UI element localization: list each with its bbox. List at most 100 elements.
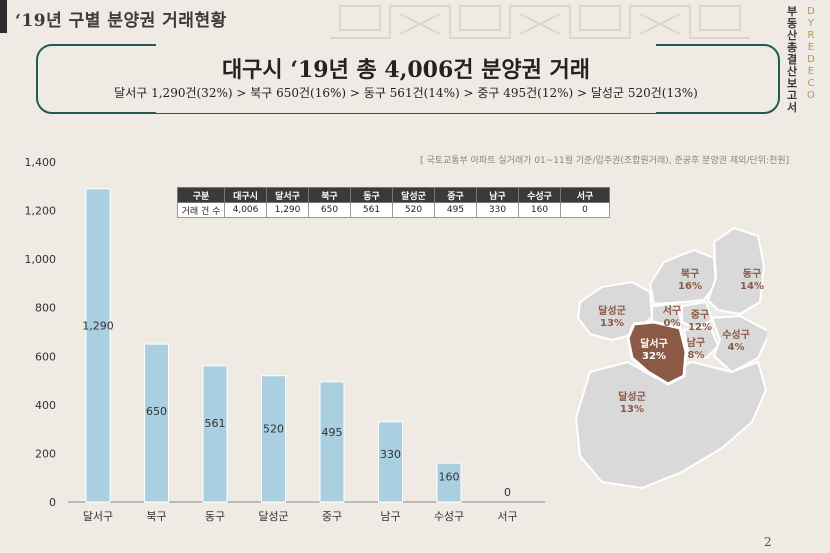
daegu-district-map: 북구16%동구14%달성군13%서구0%중구12%달서구32%남구8%수성구4%… xyxy=(575,227,767,489)
table-header-cell: 서구 xyxy=(560,187,610,203)
table-header-cell: 달서구 xyxy=(266,187,309,203)
source-note: [ 국토교통부 아파트 실거래가 01~11월 기준/입주권(조합원거래), 준… xyxy=(420,156,790,166)
map-region-name: 남구 xyxy=(687,336,705,349)
side-title-char: O xyxy=(807,90,815,101)
x-category-label: 달성군 xyxy=(258,510,288,523)
table-cell: 160 xyxy=(518,202,561,218)
side-title-char: 결 xyxy=(787,53,798,66)
map-region-name: 달성군 xyxy=(598,304,626,317)
bar-chart: 02004006008001,0001,2001,4001,290달서구650북… xyxy=(25,156,545,523)
x-category-label: 수성구 xyxy=(434,510,464,523)
map-region-dong xyxy=(707,227,765,315)
map-region-pct: 13% xyxy=(600,318,624,329)
y-tick-label: 400 xyxy=(35,399,56,412)
map-region-pct: 13% xyxy=(620,404,644,415)
table-header-cell: 북구 xyxy=(308,187,351,203)
y-tick-label: 1,200 xyxy=(25,205,57,218)
x-category-label: 달서구 xyxy=(83,510,113,523)
transaction-table: 구분 대구시 달서구 북구 동구 달성군 중구 남구 수성구 서구 거래 건 수 4,006 1,29… xyxy=(177,187,610,218)
banner-title: 대구시 ‘19년 총 4,006건 분양권 거래 xyxy=(221,57,591,83)
bar-value-label: 650 xyxy=(146,405,167,418)
bar xyxy=(261,375,286,503)
lattice-decoration xyxy=(330,5,750,39)
table-cell: 거래 건 수 xyxy=(177,202,225,218)
map-region-name: 동구 xyxy=(743,268,761,280)
map-region-pct: 12% xyxy=(688,322,712,333)
map-region-dalseo xyxy=(626,320,688,386)
side-title-char: 보 xyxy=(787,77,798,90)
bar-value-label: 495 xyxy=(322,426,343,439)
y-tick-label: 800 xyxy=(35,302,56,315)
table-cell: 495 xyxy=(434,202,477,218)
side-title-char: 산 xyxy=(787,65,798,78)
table-header-cell: 남구 xyxy=(476,187,519,203)
table-cell: 520 xyxy=(392,202,435,218)
banner-frame-gap-bottom xyxy=(156,105,656,113)
banner-frame-gap-top xyxy=(156,41,656,49)
map-region-nam xyxy=(683,325,719,359)
side-title-char: R xyxy=(807,30,815,41)
side-title-char: D xyxy=(807,6,815,17)
map-region-pct: 8% xyxy=(688,350,705,361)
y-tick-label: 600 xyxy=(35,350,56,363)
x-category-label: 동구 xyxy=(205,510,225,523)
map-region-suseong xyxy=(711,315,767,373)
banner-subtitle: 달서구 1,290건(32%) > 북구 650건(16%) > 동구 561건… xyxy=(114,86,698,100)
table-row: 거래 건 수 4,006 1,290 650 561 520 495 330 160 0 xyxy=(177,202,610,218)
side-title-char: C xyxy=(807,78,815,89)
side-title-char: 산 xyxy=(787,29,798,42)
bar xyxy=(202,365,228,503)
side-title-char: 동 xyxy=(787,17,798,30)
bar-value-label: 1,290 xyxy=(82,320,114,333)
bar xyxy=(144,343,169,503)
table-cell: 0 xyxy=(560,202,610,218)
map-region-pct: 0% xyxy=(664,318,681,329)
map-region-name: 달서구 xyxy=(640,337,668,350)
map-region-name: 달성군 xyxy=(618,390,646,403)
map-region-name: 서구 xyxy=(663,304,681,317)
table-header-row: 구분 대구시 달서구 북구 동구 달성군 중구 남구 수성구 서구 xyxy=(177,187,610,203)
page-number: 2 xyxy=(764,535,772,549)
y-tick-label: 0 xyxy=(49,496,56,509)
bar xyxy=(378,421,403,503)
side-title-char: 고 xyxy=(787,89,798,102)
side-title-char: E xyxy=(807,42,815,53)
bar-value-label: 160 xyxy=(439,471,460,484)
table-header-cell: 구분 xyxy=(177,187,225,203)
table-header-cell: 대구시 xyxy=(224,187,267,203)
map-region-jung xyxy=(681,301,713,329)
table-header-cell: 중구 xyxy=(434,187,477,203)
map-region-pct: 32% xyxy=(642,351,666,362)
bar-value-label: 520 xyxy=(263,423,284,436)
summary-banner: 대구시 ‘19년 총 4,006건 분양권 거래 달서구 1,290건(32%)… xyxy=(36,41,780,114)
table-cell: 4,006 xyxy=(224,202,267,218)
map-region-name: 북구 xyxy=(681,268,699,280)
bar xyxy=(436,462,462,503)
x-category-label: 서구 xyxy=(497,510,517,523)
x-category-label: 중구 xyxy=(322,510,342,523)
table-cell: 330 xyxy=(476,202,519,218)
y-tick-label: 1,000 xyxy=(25,253,57,266)
table-header-cell: 수성구 xyxy=(518,187,561,203)
table-header-cell: 달성군 xyxy=(392,187,435,203)
table-cell: 1,290 xyxy=(266,202,309,218)
bar xyxy=(319,381,345,503)
x-category-label: 남구 xyxy=(380,510,400,523)
side-title-char: 부 xyxy=(787,5,798,18)
side-title-char: D xyxy=(807,54,815,65)
bar-value-label: 0 xyxy=(504,486,511,499)
x-category-label: 북구 xyxy=(146,510,166,523)
table-cell: 561 xyxy=(350,202,393,218)
y-tick-label: 1,400 xyxy=(25,156,57,169)
header-accent-bar xyxy=(0,0,7,33)
page-title: ‘19년 구별 분양권 거래현황 xyxy=(15,11,227,31)
map-region-pct: 14% xyxy=(740,281,764,292)
table-cell: 650 xyxy=(308,202,351,218)
map-region-name: 수성구 xyxy=(722,328,750,341)
side-title-char: 서 xyxy=(787,101,798,114)
map-region-name: 중구 xyxy=(691,309,709,321)
map-region-pct: 4% xyxy=(728,342,745,353)
